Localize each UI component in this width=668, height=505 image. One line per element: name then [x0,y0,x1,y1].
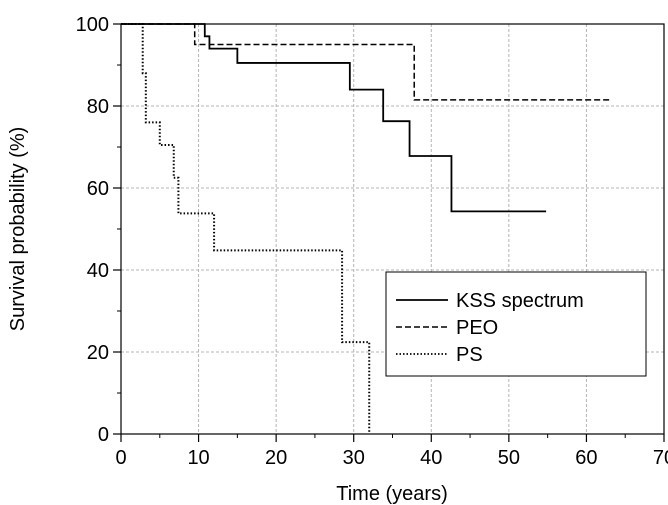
y-tick-label: 80 [87,96,109,118]
x-tick-label: 40 [420,447,442,469]
axes: 0 10 20 30 40 50 60 70 0 20 40 60 80 100 [76,14,668,469]
legend-label-ps: PS [456,344,483,366]
x-tick-label: 30 [343,447,365,469]
x-tick-label: 50 [498,447,520,469]
x-axis-title: Time (years) [336,483,447,505]
y-tick-label: 60 [87,178,109,200]
legend: KSS spectrum PEO PS [385,271,647,377]
legend-label-peo: PEO [456,317,498,339]
y-tick-label: 40 [87,260,109,282]
x-tick-label: 70 [653,447,668,469]
series-line-0 [121,23,547,213]
y-tick-label: 20 [87,342,109,364]
y-axis-title: Survival probability (%) [7,127,29,332]
x-tick-label: 0 [115,447,126,469]
series-line-2 [121,23,371,434]
y-tick-label: 100 [76,14,109,36]
y-tick-label: 0 [98,424,109,446]
legend-box [385,271,647,377]
legend-label-kss: KSS spectrum [456,290,584,312]
series-line-1 [121,23,610,101]
x-tick-label: 60 [575,447,597,469]
x-tick-label: 10 [187,447,209,469]
x-tick-label: 20 [265,447,287,469]
